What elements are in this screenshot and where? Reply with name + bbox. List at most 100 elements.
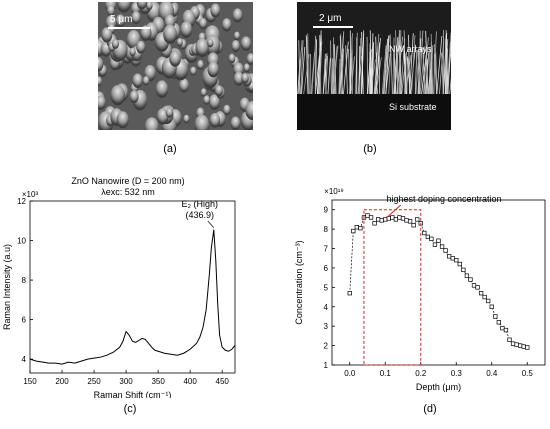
sem-image-a: 5 μm: [98, 2, 253, 130]
nanowire-strand: [361, 30, 365, 95]
doping-data-point: [525, 345, 530, 350]
sem-b-si-substrate-label: Si substrate: [389, 102, 437, 112]
nanowire-strand: [433, 43, 435, 95]
nanowire-strand: [369, 30, 372, 95]
sem-b-scale-label: 2 μm: [319, 13, 342, 24]
nanowire-strand: [411, 35, 416, 95]
doping-data-point: [471, 283, 477, 288]
nanorod-blob: [207, 38, 214, 48]
nanorod-blob: [210, 3, 221, 18]
raman-x-tick-label: 200: [55, 377, 69, 386]
doping-data-point: [351, 228, 356, 234]
nanorod-blob: [243, 63, 250, 73]
nanowire-strand: [298, 40, 303, 95]
nanowire-strand: [434, 54, 437, 95]
nanowire-strand: [404, 52, 407, 95]
nanorod-blob: [163, 24, 177, 44]
doping-data-point: [464, 273, 470, 278]
doping-data-point: [375, 217, 381, 222]
doping-y-tick-label: 6: [324, 264, 329, 273]
nanowire-strand: [427, 56, 433, 95]
nanowire-strand: [439, 42, 444, 95]
nanorod-blob: [136, 40, 146, 54]
nanorod-blob: [145, 2, 153, 11]
doping-data-point: [372, 221, 377, 226]
nanowire-strand: [447, 40, 451, 95]
doping-data-point: [411, 223, 416, 228]
nanowire-strand: [421, 52, 427, 95]
nanorod-blob: [232, 8, 243, 23]
raman-y-multiplier: ×10³: [22, 190, 39, 199]
nanorod-blob: [240, 36, 252, 51]
doping-data-point: [400, 216, 406, 221]
highlight-annotation: highest doping concentration: [386, 194, 501, 204]
nanowire-strand: [325, 55, 328, 95]
nanorod-blob: [144, 117, 159, 130]
nanorod-blob: [221, 18, 232, 32]
raman-x-tick-label: 400: [183, 377, 197, 386]
doping-data-point: [443, 248, 448, 253]
nanowire-strand: [314, 55, 320, 95]
nanorod-blob: [142, 76, 150, 86]
nanorod-blob: [200, 88, 207, 97]
nanorod-blob: [129, 47, 136, 57]
nanorod-blob: [115, 14, 125, 28]
nanorod-blob: [214, 85, 223, 97]
doping-data-point: [358, 225, 363, 231]
nanorod-blob: [245, 101, 253, 121]
nanowire-strand: [418, 30, 424, 95]
nanorod-blob: [156, 108, 169, 125]
nanowire-strand: [300, 40, 304, 95]
doping-data-point: [393, 217, 399, 222]
doping-y-tick-label: 3: [324, 322, 329, 331]
raman-y-tick-label: 10: [17, 237, 26, 246]
nanorod-blob: [233, 31, 241, 41]
doping-data-point: [347, 291, 352, 296]
nanorod-blob: [131, 11, 141, 25]
raman-plot-frame: [29, 200, 236, 374]
nanowire-strand: [422, 37, 429, 95]
nanowire-strand: [392, 37, 395, 95]
nanowire-strand: [397, 56, 399, 95]
doping-data-point: [489, 304, 494, 309]
nanowire-strand: [301, 46, 306, 95]
doping-y-tick-label: 7: [324, 245, 329, 254]
nanowire-strand: [415, 52, 420, 95]
nanowire-strand: [348, 33, 353, 95]
doping-data-point: [379, 218, 384, 223]
nanorod-blob: [228, 53, 236, 64]
raman-x-axis-label: Raman Shift (cm⁻¹): [94, 390, 172, 398]
nanowire-strand: [418, 30, 421, 95]
raman-series-line: [29, 229, 236, 365]
doping-data-point: [503, 327, 509, 333]
nanorod-blob: [241, 73, 249, 84]
nanorod-blob: [180, 21, 193, 38]
nanowire-strand: [317, 41, 323, 95]
nanowire-strand: [399, 30, 402, 95]
nanowire-strand: [375, 42, 380, 95]
raman-spectrum-chart: ZnO Nanowire (D = 200 nm)λexc: 532 nm ×10…: [2, 176, 236, 398]
nanowire-strand: [445, 48, 448, 95]
nanowire-strand: [343, 41, 349, 95]
raman-title: ZnO Nanowire (D = 200 nm): [71, 176, 184, 186]
nanorod-blob: [98, 76, 103, 87]
nanorod-blob: [179, 78, 189, 93]
sem-b-nw-arrays-label: NW arrays: [389, 44, 432, 54]
nanorod-blob: [223, 104, 231, 116]
nanowire-strand: [385, 35, 390, 95]
nanorod-blob: [136, 2, 148, 10]
nanorod-blob: [169, 50, 181, 67]
raman-y-tick-label: 4: [22, 355, 27, 364]
raman-peak-pointer: [207, 220, 215, 228]
sem-a-scale-label: 5 μm: [110, 14, 133, 25]
doping-data-point: [500, 325, 505, 331]
nanowire-strand: [409, 33, 414, 95]
sem-image-b-texture: [297, 2, 451, 130]
doping-data-point: [354, 225, 360, 230]
doping-data-point: [390, 215, 395, 220]
nanowire-strand: [371, 42, 375, 95]
doping-data-point: [415, 217, 420, 222]
nanorod-blob: [208, 94, 220, 110]
nanorod-blob: [230, 116, 241, 130]
doping-data-point: [468, 277, 473, 282]
